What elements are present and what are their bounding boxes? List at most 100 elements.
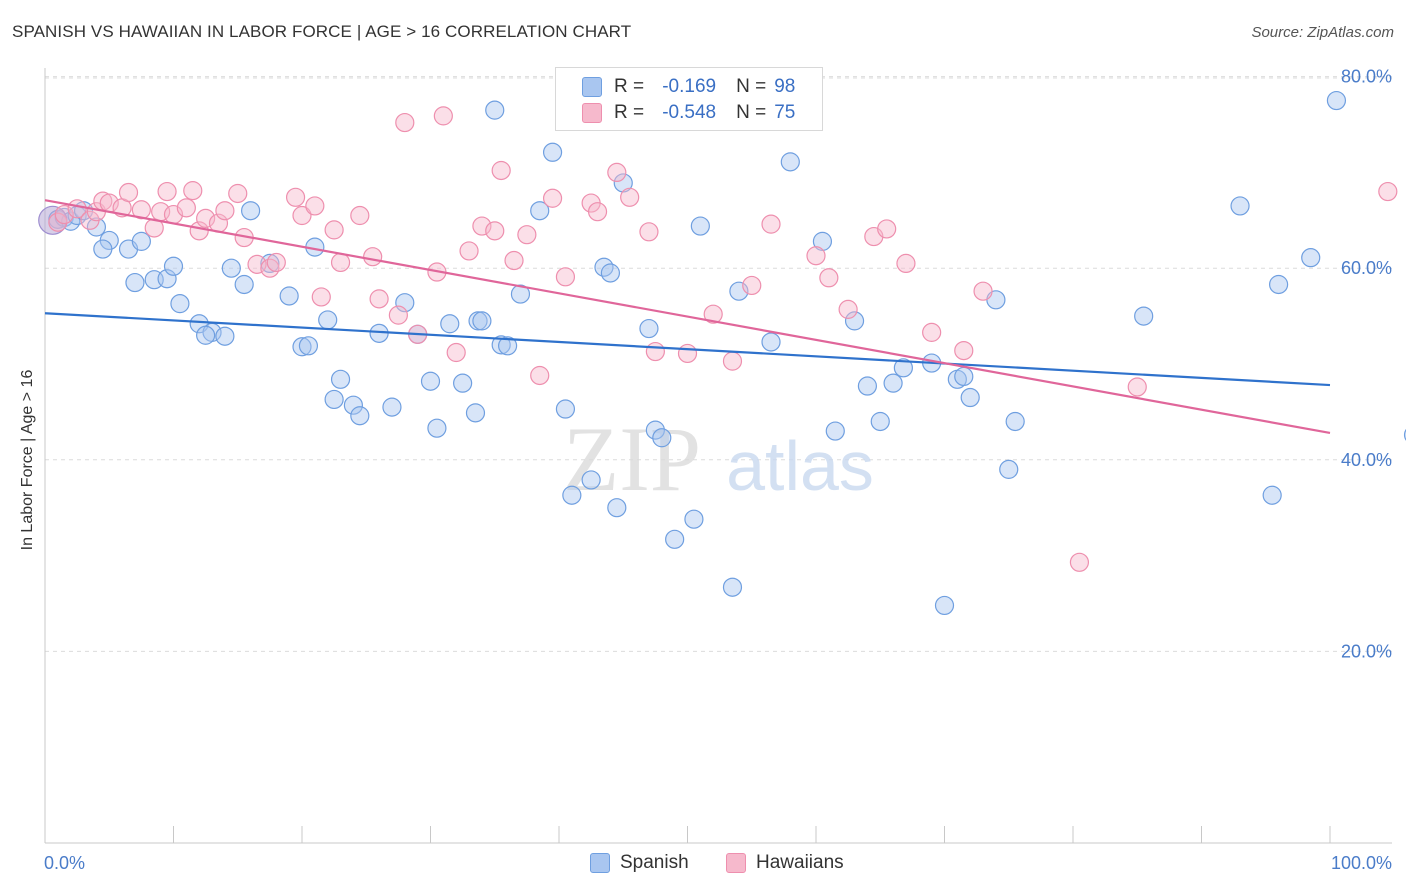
spanish-point [472, 311, 492, 331]
spanish-point [954, 366, 974, 387]
hawaiian-point [48, 212, 68, 232]
hawaiian-point [176, 198, 196, 218]
spanish-point [453, 373, 473, 393]
hawaiian-point [330, 252, 351, 273]
hawaiian-point [228, 183, 248, 204]
spanish-point [934, 595, 955, 616]
spanish-point [1262, 485, 1282, 505]
watermark-zip: ZIP [563, 408, 701, 510]
spanish-point [279, 286, 299, 306]
hawaiian-point [292, 205, 312, 226]
spanish-point [960, 387, 980, 408]
hawaiian-point [504, 250, 524, 271]
hawaiian-point [645, 341, 665, 362]
spanish-point [812, 231, 833, 251]
hawaiian-point [247, 254, 267, 274]
chart-source: Source: ZipAtlas.com [1251, 24, 1394, 41]
legend-swatch-spanish [582, 77, 602, 97]
bottom-legend-swatch-spanish [590, 853, 610, 873]
legend-n-value: 75 [774, 102, 796, 123]
spanish-point [1134, 306, 1154, 326]
hawaiian-point [877, 219, 897, 239]
series-hawaiian-points [48, 106, 1398, 572]
spanish-point [607, 498, 627, 518]
spanish-point [844, 311, 865, 331]
bottom-legend-label-hawaiian: Hawaiians [756, 852, 844, 873]
spanish-point [1005, 411, 1025, 432]
hawaiian-point [118, 182, 139, 203]
spanish-point [1230, 196, 1250, 216]
series-spanish-points [38, 90, 1406, 616]
hawaiian-point [350, 205, 370, 226]
hawaiian-point [491, 160, 511, 181]
hawaiian-point [530, 365, 550, 386]
spanish-point [163, 256, 184, 276]
spanish-point [510, 284, 531, 304]
spanish-point [1326, 90, 1347, 111]
legend-box: R = -0.169 N = 98 R = -0.548 N = 75 [555, 67, 823, 131]
spanish-point [485, 100, 505, 120]
spanish-point [427, 418, 447, 438]
legend-n-value: 98 [774, 76, 796, 97]
bottom-legend-spanish: Spanish [590, 852, 689, 874]
spanish-point [780, 152, 800, 172]
trend-line-spanish [44, 312, 1331, 387]
spanish-point [93, 239, 113, 259]
legend-swatch-hawaiian [582, 103, 602, 123]
hawaiian-point [215, 201, 235, 221]
spanish-point [639, 318, 659, 339]
spanish-point [684, 509, 704, 529]
bottom-legend-hawaiian: Hawaiians [726, 852, 844, 874]
hawaiian-point [324, 220, 344, 240]
y-tick-label: 20.0% [1341, 641, 1392, 661]
hawaiian-point [196, 208, 216, 228]
hawaiian-point [157, 181, 177, 202]
hawaiian-point [369, 289, 389, 309]
spanish-point [562, 485, 582, 505]
spanish-point [555, 399, 576, 419]
hawaiian-point [485, 221, 505, 241]
spanish-point [420, 371, 441, 391]
hawaiian-point [446, 342, 466, 363]
spanish-point [221, 258, 241, 278]
spanish-point [722, 577, 743, 597]
spanish-point [761, 332, 781, 352]
hawaiian-point [896, 253, 916, 274]
hawaiian-point [954, 340, 974, 361]
y-tick-label: 80.0% [1341, 67, 1392, 87]
legend-r-label: R = [614, 76, 645, 97]
hawaiian-point [266, 252, 286, 273]
spanish-point [1268, 274, 1289, 295]
hawaiian-point [1069, 552, 1090, 572]
spanish-point [125, 272, 145, 293]
spanish-point [491, 335, 511, 355]
hawaiian-point [459, 241, 479, 261]
hawaiian-point [819, 268, 839, 288]
x-tick-label: 100.0% [1331, 853, 1392, 873]
x-tick-label: 0.0% [44, 853, 85, 873]
hawaiian-point [311, 287, 331, 307]
hawaiian-point [703, 304, 723, 324]
spanish-point [215, 326, 235, 346]
spanish-point [690, 216, 710, 236]
gridlines [45, 76, 1392, 652]
spanish-point [298, 336, 319, 356]
spanish-point [883, 373, 903, 393]
y-tick-label: 40.0% [1341, 450, 1392, 470]
hawaiian-point [973, 281, 993, 301]
hawaiian-point [587, 202, 608, 222]
bottom-legend-swatch-hawaiian [726, 853, 746, 873]
hawaiian-point [806, 246, 826, 266]
spanish-point [234, 274, 254, 295]
hawaiian-point [388, 305, 408, 325]
spanish-point [645, 420, 665, 440]
spanish-point [857, 376, 878, 396]
hawaiian-point [607, 162, 627, 182]
legend-row-hawaiian: R = -0.548 N = 75 [582, 102, 795, 124]
hawaiian-point [542, 188, 563, 208]
legend-r-value: -0.548 [662, 102, 717, 123]
hawaiian-point [761, 214, 781, 234]
spanish-point [382, 397, 402, 417]
legend-n-label: N = [736, 102, 767, 123]
